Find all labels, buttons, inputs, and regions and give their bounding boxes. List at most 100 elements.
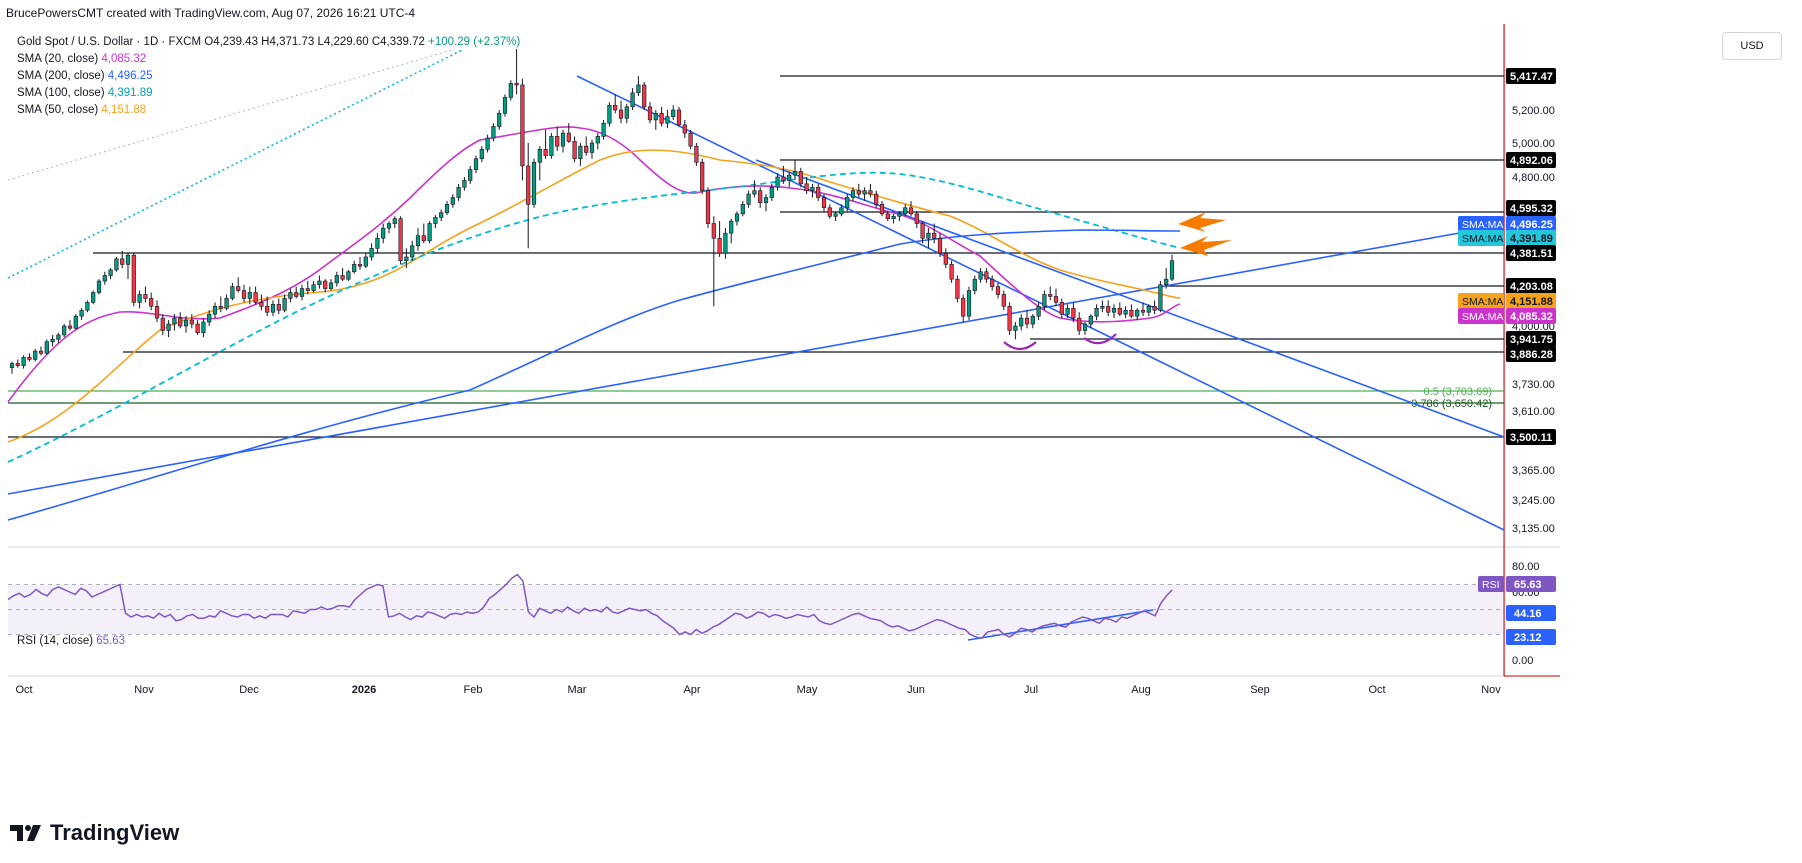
candle-body [27,357,32,360]
time-tick-label: Nov [134,684,154,696]
candle-body [1088,315,1093,325]
indicator-label: SMA (100, close) [17,87,105,99]
candle [549,133,554,159]
candle-body [856,190,861,195]
axes-frame [8,24,1560,677]
rsi-tick-label: 80.00 [1512,561,1540,573]
candle [879,200,885,217]
candle [746,190,751,208]
ohlc-high: H4,371.73 [261,36,315,48]
indicator-sma100[interactable]: SMA (100, close) 4,391.89 [17,85,520,102]
indicator-sma200[interactable]: SMA (200, close) 4,496.25 [17,68,520,85]
candle [1106,300,1111,317]
candle [618,100,624,124]
candle [1082,322,1088,335]
candle-body [253,292,258,303]
candle-body [375,237,380,249]
candle-body [665,116,670,124]
price-label-bg [1506,278,1556,294]
candle [305,281,310,295]
time-axis[interactable]: Oct Nov Dec 2026 Feb Mar Apr May Jun Jul Aug Sep Oct… [15,684,1501,696]
candle [584,136,589,156]
candle [514,49,519,95]
time-tick-label: Oct [1368,684,1385,696]
rsi-tag-text: RSI [1482,579,1500,591]
candle [346,269,351,282]
candle-body [485,137,490,150]
candle [734,211,740,226]
candle-body [1158,284,1163,311]
candle-body [995,286,1001,295]
candle-body [949,264,954,280]
candle [955,275,960,303]
candle-body [897,213,902,217]
candle-body [1059,302,1064,315]
ma-tag-text: SMA:MA [1462,219,1503,231]
candle [642,81,647,110]
candle-body [392,218,397,224]
candle-body [154,306,160,319]
ma-tag-text: SMA:MA [1462,311,1503,323]
annotations [1003,212,1232,351]
candle [769,183,774,201]
fib-level-label: 0.5 (3,703.69) [1424,386,1493,398]
indicator-sma20[interactable]: SMA (20, close) 4,085.32 [17,51,520,68]
indicator-sma50[interactable]: SMA (50, close) 4,151.88 [17,102,520,119]
candle [1158,281,1163,313]
candle [247,286,252,305]
candle-body [885,213,890,220]
rsi-label-text: 23.12 [1514,632,1542,644]
candle-body [932,232,937,239]
candle-body [601,122,606,137]
candle [468,165,473,184]
candle-body [624,106,629,119]
candle-body [537,148,542,163]
tradingview-logo[interactable]: TradingView [10,820,179,846]
ma-tag-text: SMA:MA [1462,233,1503,245]
candle [885,211,890,222]
candle [189,314,194,329]
candle-body [201,321,206,333]
candles[interactable] [9,49,1175,374]
candle-body [671,109,676,117]
candle [1030,314,1035,329]
candle [33,348,38,362]
candle-body [781,176,786,181]
candle-body [653,113,658,121]
candle-body [740,204,745,215]
candle-body [798,171,803,185]
candle-body [334,275,339,284]
candle-body [328,282,334,289]
candle-body [862,190,867,195]
candle-body [1019,317,1024,327]
candle [259,294,264,311]
price-tick-label: 3,730.00 [1512,379,1555,391]
candle [659,106,664,127]
price-axis[interactable]: 5,200.005,000.004,800.004,000.003,730.00… [1458,68,1556,667]
candle [462,177,467,191]
rsi-pane[interactable] [7,573,1504,640]
candle [398,216,403,265]
candle-body [38,350,44,354]
candle [671,105,676,120]
candle [1019,314,1024,331]
candle [891,213,896,224]
candle-body [647,106,653,121]
price-tick-label: 5,000.00 [1512,138,1555,150]
currency-button[interactable]: USD [1722,32,1782,60]
candle [1094,304,1099,321]
rsi-legend[interactable]: RSI (14, close) 65.63 [17,635,125,647]
candle [850,187,856,201]
candle-body [62,325,67,336]
candle [15,359,20,368]
indicator-value: 4,496.25 [107,70,153,82]
candle [91,290,96,305]
rsi-trendline [967,609,1154,641]
symbol-row[interactable]: Gold Spot / U.S. Dollar · 1D · FXCM O4,2… [17,34,520,51]
candle [1129,304,1134,319]
candle-body [589,142,595,153]
candle [265,296,270,317]
price-axis-label: 4,085.32 SMA:MA [1458,308,1556,324]
candle-body [1036,306,1041,317]
